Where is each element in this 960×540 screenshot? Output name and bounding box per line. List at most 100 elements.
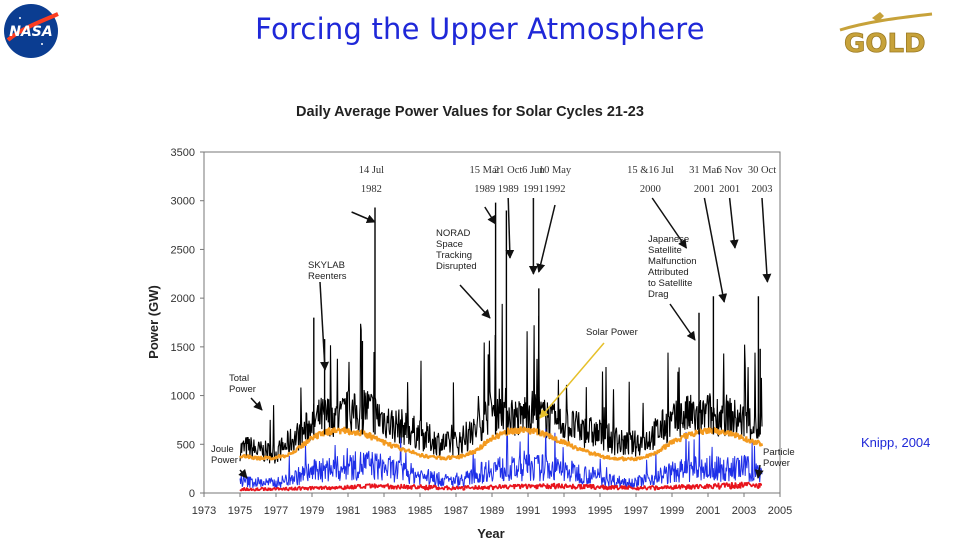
x-tick-label: 1995	[588, 505, 612, 517]
event-date-label: 10 May	[539, 165, 572, 176]
annotation-arrow	[250, 397, 263, 411]
event-year-label: 1992	[545, 184, 566, 195]
y-tick-label: 1000	[171, 391, 195, 403]
annotation-arrow	[238, 468, 248, 479]
gold-logo: GOLD	[839, 12, 933, 56]
x-tick-label: 1993	[552, 505, 576, 517]
y-tick-label: 3500	[171, 147, 195, 159]
annotation-arrow	[728, 197, 739, 249]
x-tick-label: 1979	[300, 505, 324, 517]
annotation-arrow	[761, 197, 772, 283]
annotation-line: Total	[229, 373, 249, 384]
y-axis-label: Power (GW)	[146, 285, 161, 359]
event-date-label: 15 Mar	[469, 165, 500, 176]
annotation-line: Solar Power	[586, 327, 638, 338]
y-tick-label: 2500	[171, 244, 195, 256]
gold-logo-text: GOLD	[844, 29, 926, 56]
annotation-arrow	[459, 284, 491, 319]
event-year-label: 1991	[523, 184, 544, 195]
x-tick-label: 1977	[264, 505, 288, 517]
event-year-label: 2003	[752, 184, 773, 195]
event-year-label: 1989	[498, 184, 519, 195]
solar-power-arrow	[539, 342, 605, 419]
slide-title: Forcing the Upper Atmosphere	[255, 12, 705, 46]
annotation-arrow	[669, 303, 696, 341]
y-tick-label: 0	[189, 488, 195, 500]
annotation-arrow	[319, 281, 330, 371]
annotation-line: Attributed	[648, 267, 689, 278]
x-tick-label: 1981	[336, 505, 360, 517]
event-year-label: 2001	[694, 184, 715, 195]
total-power-annotation: Total Power	[229, 373, 256, 395]
event-date-label: 31 Mar	[689, 165, 720, 176]
event-year-label: 1989	[474, 184, 495, 195]
y-tick-label: 500	[177, 439, 195, 451]
x-tick-label: 1997	[624, 505, 648, 517]
event-date-label: 6 Nov	[717, 165, 744, 176]
skylab-annotation: SKYLAB Reenters	[308, 260, 347, 282]
annotation-arrow	[651, 197, 688, 249]
x-tick-label: 1989	[480, 505, 504, 517]
y-axis-ticks: 0 500 1000 1500 2000 2500 3000 3500	[171, 147, 204, 500]
event-year-label: 1982	[361, 184, 382, 195]
annotation-line: Drag	[648, 289, 669, 300]
x-tick-label: 2003	[732, 505, 756, 517]
annotation-line: Tracking	[436, 250, 472, 261]
solar-power-annotation: Solar Power	[586, 327, 638, 338]
credit-label: Knipp, 2004	[861, 435, 931, 450]
joule-power-annotation: Joule Power	[211, 444, 238, 466]
x-axis-label: Year	[477, 526, 504, 540]
event-date-label: 6 Jun	[522, 165, 545, 176]
x-tick-label: 1985	[408, 505, 432, 517]
annotation-line: Power	[763, 458, 790, 469]
x-tick-label: 1975	[228, 505, 252, 517]
x-tick-label: 1991	[516, 505, 540, 517]
chart-title: Daily Average Power Values for Solar Cyc…	[296, 104, 644, 120]
annotation-line: NORAD	[436, 228, 470, 239]
norad-annotation: NORAD Space Tracking Disrupted	[436, 228, 477, 272]
annotation-line: Space	[436, 239, 463, 250]
x-axis-ticks: 1973 1975 1977 1979 1981 1983 1985 1987 1989 1991…	[192, 493, 792, 517]
annotation-line: to Satellite	[648, 278, 692, 289]
annotation-arrow	[505, 197, 515, 259]
y-tick-label: 2000	[171, 293, 195, 305]
joule-series-line	[239, 427, 763, 489]
y-tick-label: 3000	[171, 196, 195, 208]
event-date-label: 21 Oct	[494, 165, 522, 176]
x-tick-label: 2001	[696, 505, 720, 517]
x-tick-label: 1999	[660, 505, 684, 517]
annotation-arrow	[703, 197, 728, 303]
event-date-label: 15 &16 Jul	[627, 165, 674, 176]
annotation-line: Power	[211, 455, 238, 466]
total-series-line	[239, 303, 763, 464]
annotation-line: Reenters	[308, 271, 347, 282]
particle-power-annotation: Particle Power	[763, 447, 795, 469]
japanese-annotation: Japanese Satellite Malfunction Attributed to…	[648, 234, 697, 300]
nasa-logo: NASA	[4, 4, 59, 58]
annotations: SKYLAB Reenters NORAD Space Tracking Disrupte…	[211, 197, 795, 479]
annotation-line: Power	[229, 384, 256, 395]
annotation-arrow	[351, 211, 376, 223]
series-layer	[239, 202, 764, 492]
annotation-line: Disrupted	[436, 261, 477, 272]
annotation-arrow	[536, 204, 556, 273]
solar-series-line	[239, 426, 764, 462]
x-tick-label: 1987	[444, 505, 468, 517]
x-tick-label: 1983	[372, 505, 396, 517]
annotation-line: Satellite	[648, 245, 682, 256]
annotation-line: Particle	[763, 447, 795, 458]
particle-series-line	[239, 481, 763, 492]
x-tick-label: 2005	[768, 505, 792, 517]
x-tick-label: 1973	[192, 505, 216, 517]
annotation-arrow	[754, 464, 764, 479]
event-year-label: 2000	[640, 184, 661, 195]
annotation-line: Japanese	[648, 234, 689, 245]
y-tick-label: 1500	[171, 342, 195, 354]
nasa-logo-text: NASA	[9, 24, 52, 40]
event-date-label: 14 Jul	[359, 165, 384, 176]
annotation-line: SKYLAB	[308, 260, 345, 271]
annotation-line: Malfunction	[648, 256, 697, 267]
annotation-line: Joule	[211, 444, 234, 455]
